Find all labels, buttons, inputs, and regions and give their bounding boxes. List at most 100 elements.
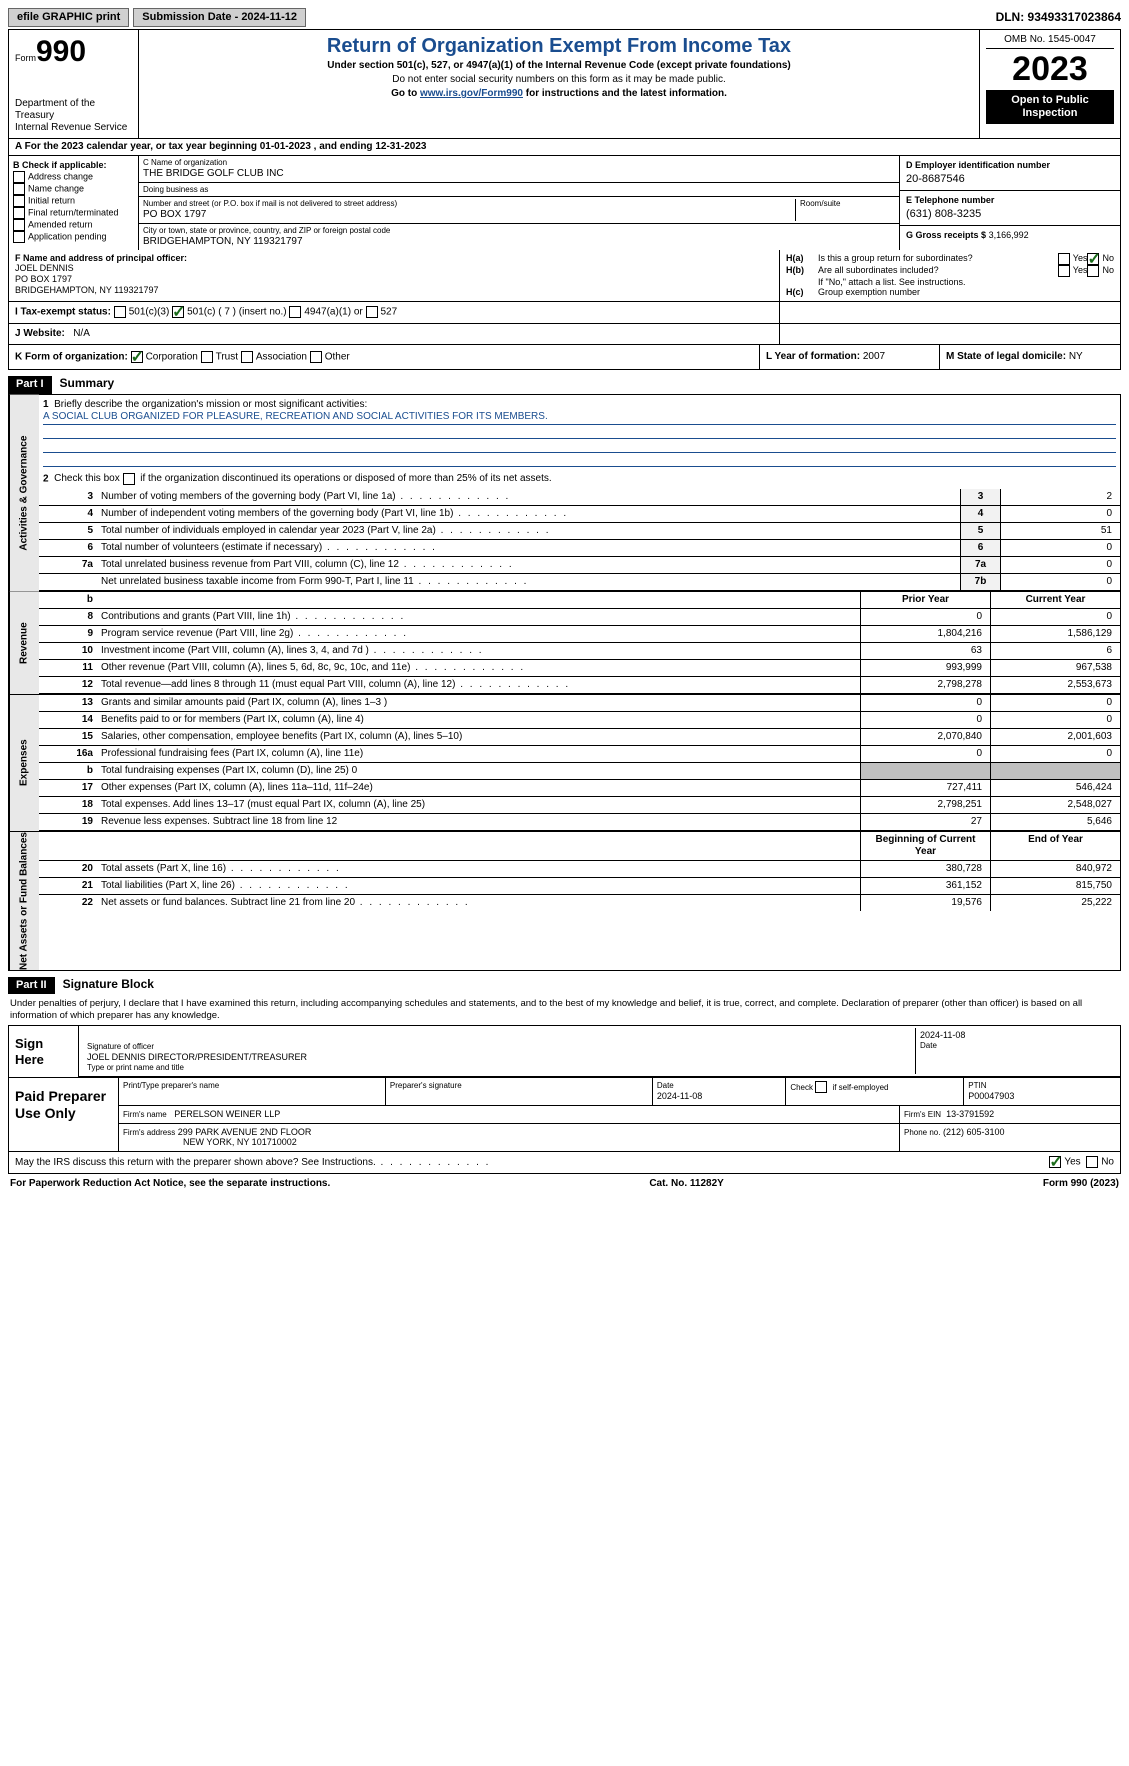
hb-lab: Are all subordinates included? — [818, 265, 1058, 276]
chk-501c3[interactable] — [114, 306, 126, 318]
chk-hb-no[interactable] — [1087, 265, 1099, 277]
section-a: A For the 2023 calendar year, or tax yea… — [8, 139, 1121, 156]
dln: DLN: 93493317023864 — [996, 10, 1121, 24]
b-label: B Check if applicable: — [13, 160, 134, 171]
sign-here-block: Sign Here Signature of officerJOEL DENNI… — [8, 1025, 1121, 1078]
sign-here-lab: Sign Here — [9, 1026, 79, 1077]
date-lab: Date — [920, 1041, 1112, 1051]
row-j: J Website: N/A — [8, 324, 1121, 345]
chk-501c[interactable] — [172, 306, 184, 318]
mission-text: A SOCIAL CLUB ORGANIZED FOR PLEASURE, RE… — [43, 411, 1116, 425]
ha-lab: Is this a group return for subordinates? — [818, 253, 1058, 264]
hdr-prior: Prior Year — [860, 592, 990, 608]
chk-527[interactable] — [366, 306, 378, 318]
f-lab: F Name and address of principal officer: — [15, 253, 773, 264]
omb-number: OMB No. 1545-0047 — [986, 34, 1114, 49]
chk-discuss-no[interactable] — [1086, 1156, 1098, 1168]
hdr-end: End of Year — [990, 832, 1120, 860]
chk-discuss-yes[interactable] — [1049, 1156, 1061, 1168]
chk-discontinued[interactable] — [123, 473, 135, 485]
chk-amended[interactable] — [13, 219, 25, 231]
chk-other[interactable] — [310, 351, 322, 363]
submission-date: Submission Date - 2024-11-12 — [133, 8, 306, 27]
telephone: (631) 808-3235 — [906, 208, 1114, 221]
sig-date: 2024-11-08 — [920, 1030, 1112, 1041]
row-k: K Form of organization: Corporation Trus… — [8, 345, 1121, 371]
open-public: Open to Public Inspection — [986, 90, 1114, 124]
paid-preparer-block: Paid Preparer Use Only Print/Type prepar… — [8, 1078, 1121, 1152]
chk-initial-return[interactable] — [13, 195, 25, 207]
firm-addr2: NEW YORK, NY 101710002 — [183, 1137, 297, 1147]
firm-ein: 13-3791592 — [946, 1109, 994, 1119]
q2: Check this box if the organization disco… — [54, 473, 552, 484]
irs-link[interactable]: www.irs.gov/Form990 — [420, 88, 523, 99]
topbar: efile GRAPHIC print Submission Date - 20… — [8, 8, 1121, 27]
irs-label: Internal Revenue Service — [15, 122, 132, 134]
chk-assoc[interactable] — [241, 351, 253, 363]
firm-phone: (212) 605-3100 — [943, 1127, 1005, 1137]
discuss-row: May the IRS discuss this return with the… — [8, 1152, 1121, 1174]
cat-no: Cat. No. 11282Y — [649, 1178, 723, 1190]
row-f-h: F Name and address of principal officer:… — [8, 250, 1121, 303]
c-addr-lab: Number and street (or P.O. box if mail i… — [143, 199, 795, 209]
tax-year: 2023 — [986, 49, 1114, 90]
hb-note: If "No," attach a list. See instructions… — [786, 277, 1114, 288]
officer-addr1: PO BOX 1797 — [15, 274, 773, 285]
room-lab: Room/suite — [800, 199, 895, 209]
firm-name: PERELSON WEINER LLP — [174, 1109, 280, 1119]
q1: Briefly describe the organization's miss… — [54, 399, 367, 410]
c-name-lab: C Name of organization — [143, 158, 895, 168]
tab-governance: Activities & Governance — [9, 395, 39, 592]
chk-application-pending[interactable] — [13, 231, 25, 243]
form-title: Return of Organization Exempt From Incom… — [145, 34, 973, 58]
tab-net-assets: Net Assets or Fund Balances — [9, 832, 39, 970]
m-lab: M State of legal domicile: — [946, 351, 1066, 362]
chk-name-change[interactable] — [13, 183, 25, 195]
chk-address-change[interactable] — [13, 171, 25, 183]
part2-header: Part IISignature Block — [8, 971, 1121, 994]
form-number: 990 — [36, 35, 86, 68]
chk-hb-yes[interactable] — [1058, 265, 1070, 277]
info-section: B Check if applicable: Address change Na… — [8, 156, 1121, 249]
k-lab: K Form of organization: — [15, 351, 128, 362]
chk-corp[interactable] — [131, 351, 143, 363]
chk-ha-no[interactable] — [1087, 253, 1099, 265]
l-lab: L Year of formation: — [766, 351, 860, 362]
chk-4947[interactable] — [289, 306, 301, 318]
hdr-current: Current Year — [990, 592, 1120, 608]
ein-lab: D Employer identification number — [906, 160, 1114, 171]
perjury-declaration: Under penalties of perjury, I declare th… — [8, 994, 1121, 1025]
tel-lab: E Telephone number — [906, 195, 1114, 206]
subtitle-2: Do not enter social security numbers on … — [145, 74, 973, 86]
chk-final-return[interactable] — [13, 207, 25, 219]
chk-trust[interactable] — [201, 351, 213, 363]
website: N/A — [73, 328, 90, 339]
hdr-begin: Beginning of Current Year — [860, 832, 990, 860]
pra-notice: For Paperwork Reduction Act Notice, see … — [10, 1178, 330, 1190]
dept-treasury: Department of the Treasury — [15, 98, 132, 122]
ptin: P00047903 — [968, 1091, 1116, 1102]
firm-addr1: 299 PARK AVENUE 2ND FLOOR — [178, 1127, 312, 1137]
officer-name: JOEL DENNIS — [15, 263, 773, 274]
form-ref: Form 990 (2023) — [1043, 1178, 1119, 1190]
form-header: Form990 Department of the Treasury Inter… — [8, 29, 1121, 139]
hc-lab: Group exemption number — [818, 287, 920, 297]
org-name: THE BRIDGE GOLF CLUB INC — [143, 168, 895, 180]
ein: 20-8687546 — [906, 173, 1114, 186]
efile-button[interactable]: efile GRAPHIC print — [8, 8, 129, 27]
year-formation: 2007 — [863, 351, 885, 362]
form-word: Form — [15, 53, 36, 63]
c-dba-lab: Doing business as — [143, 185, 895, 195]
subtitle-1: Under section 501(c), 527, or 4947(a)(1)… — [145, 60, 973, 72]
chk-self-employed[interactable] — [815, 1081, 827, 1093]
officer-sig: JOEL DENNIS DIRECTOR/PRESIDENT/TREASURER — [87, 1052, 911, 1063]
discuss-q: May the IRS discuss this return with the… — [15, 1157, 490, 1169]
chk-ha-yes[interactable] — [1058, 253, 1070, 265]
city-state-zip: BRIDGEHAMPTON, NY 119321797 — [143, 236, 895, 248]
type-name-lab: Type or print name and title — [87, 1063, 911, 1073]
footer: For Paperwork Reduction Act Notice, see … — [8, 1174, 1121, 1194]
tab-revenue: Revenue — [9, 592, 39, 694]
gross-receipts: 3,166,992 — [989, 230, 1029, 240]
tab-expenses: Expenses — [9, 695, 39, 831]
goto-pre: Go to — [391, 88, 420, 99]
